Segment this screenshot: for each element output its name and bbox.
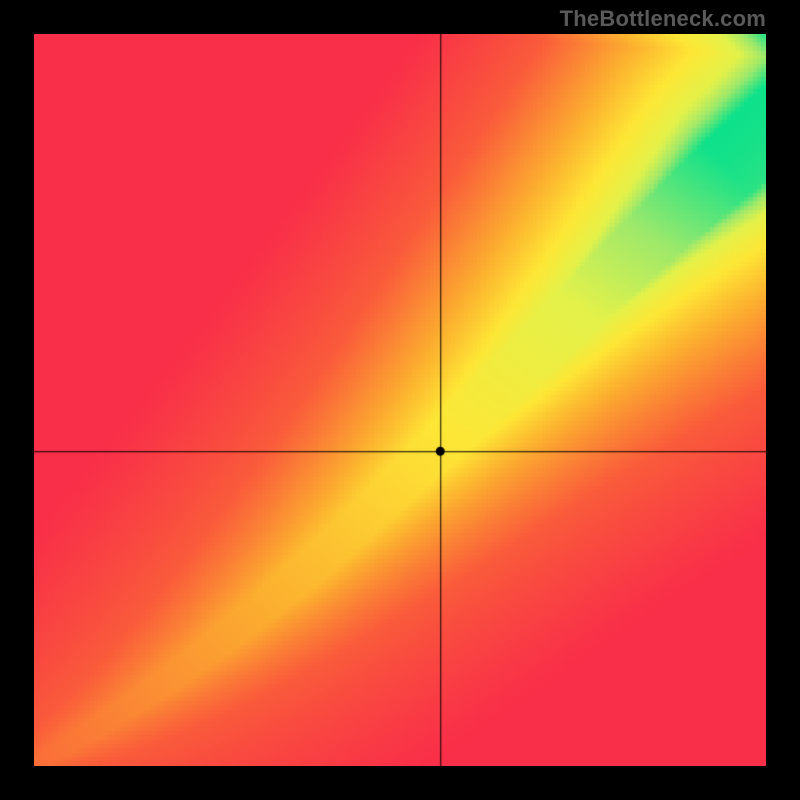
heatmap-canvas: [34, 34, 766, 766]
watermark-text: TheBottleneck.com: [560, 6, 766, 32]
heatmap-plot: [34, 34, 766, 766]
